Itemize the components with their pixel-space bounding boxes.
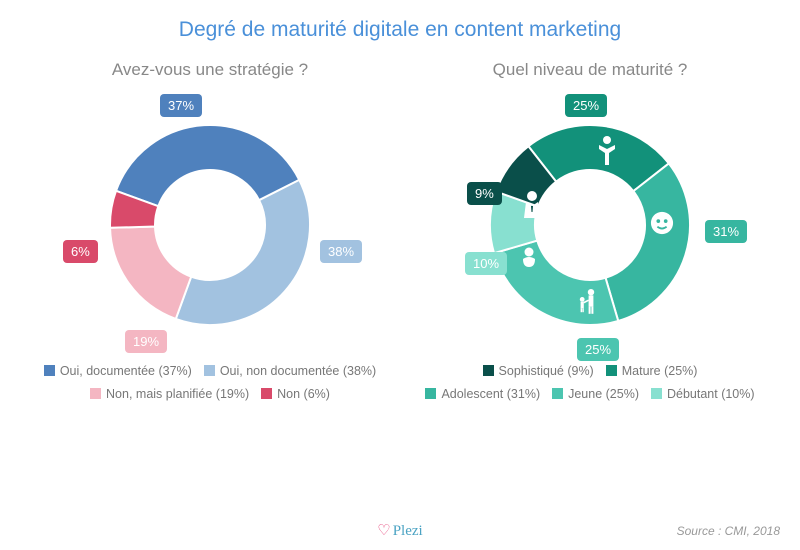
legend-swatch (425, 388, 436, 399)
legend-item: Mature (25%) (606, 360, 698, 383)
legend-swatch (606, 365, 617, 376)
donut-slice (494, 241, 618, 325)
page-title: Degré de maturité digitale en content ma… (0, 0, 800, 42)
source-text: Source : CMI, 2018 (677, 524, 780, 538)
legend-swatch (651, 388, 662, 399)
bubble-l-6: 6% (63, 240, 98, 263)
charts-row: Avez-vous une stratégie ? 37% 38% 19% 6%… (0, 42, 800, 405)
bubble-l-37: 37% (160, 94, 202, 117)
bubble-r-25a: 25% (565, 94, 607, 117)
legend-item: Jeune (25%) (552, 383, 639, 406)
left-donut-chart (110, 125, 310, 325)
legend-swatch (90, 388, 101, 399)
donut-slice (176, 180, 310, 325)
legend-item: Oui, documentée (37%) (44, 360, 192, 383)
legend-item: Oui, non documentée (38%) (204, 360, 376, 383)
right-subtitle: Quel niveau de maturité ? (405, 60, 775, 80)
legend-item: Adolescent (31%) (425, 383, 540, 406)
bulb-icon: ♡ (377, 523, 390, 539)
left-legend: Oui, documentée (37%) Oui, non documentée… (25, 360, 395, 405)
legend-item: Sophistiqué (9%) (483, 360, 594, 383)
legend-swatch (204, 365, 215, 376)
adult-child-icon (575, 285, 599, 317)
bubble-r-9: 9% (467, 182, 502, 205)
legend-item: Débutant (10%) (651, 383, 755, 406)
person-arms-up-icon (595, 135, 619, 165)
legend-swatch (552, 388, 563, 399)
legend-item: Non (6%) (261, 383, 330, 406)
legend-item: Non, mais planifiée (19%) (90, 383, 249, 406)
face-icon (650, 210, 674, 236)
legend-swatch (483, 365, 494, 376)
donut-slice (110, 227, 191, 319)
left-subtitle: Avez-vous une stratégie ? (25, 60, 395, 80)
bubble-r-10: 10% (465, 252, 507, 275)
left-donut-wrap: 37% 38% 19% 6% (25, 90, 395, 360)
right-donut-wrap: 25% 31% 25% 10% 9% (405, 90, 775, 360)
bubble-r-25b: 25% (577, 338, 619, 361)
legend-swatch (261, 388, 272, 399)
right-chart-column: Quel niveau de maturité ? 25% 31% 25% 10… (405, 52, 775, 405)
donut-slice (606, 163, 690, 320)
right-legend: Sophistiqué (9%) Mature (25%) Adolescent (… (405, 360, 775, 405)
bubble-l-19: 19% (125, 330, 167, 353)
bubble-r-31: 31% (705, 220, 747, 243)
suit-icon (520, 190, 544, 218)
bubble-l-38: 38% (320, 240, 362, 263)
legend-swatch (44, 365, 55, 376)
left-chart-column: Avez-vous une stratégie ? 37% 38% 19% 6%… (25, 52, 395, 405)
baby-icon (517, 245, 541, 269)
